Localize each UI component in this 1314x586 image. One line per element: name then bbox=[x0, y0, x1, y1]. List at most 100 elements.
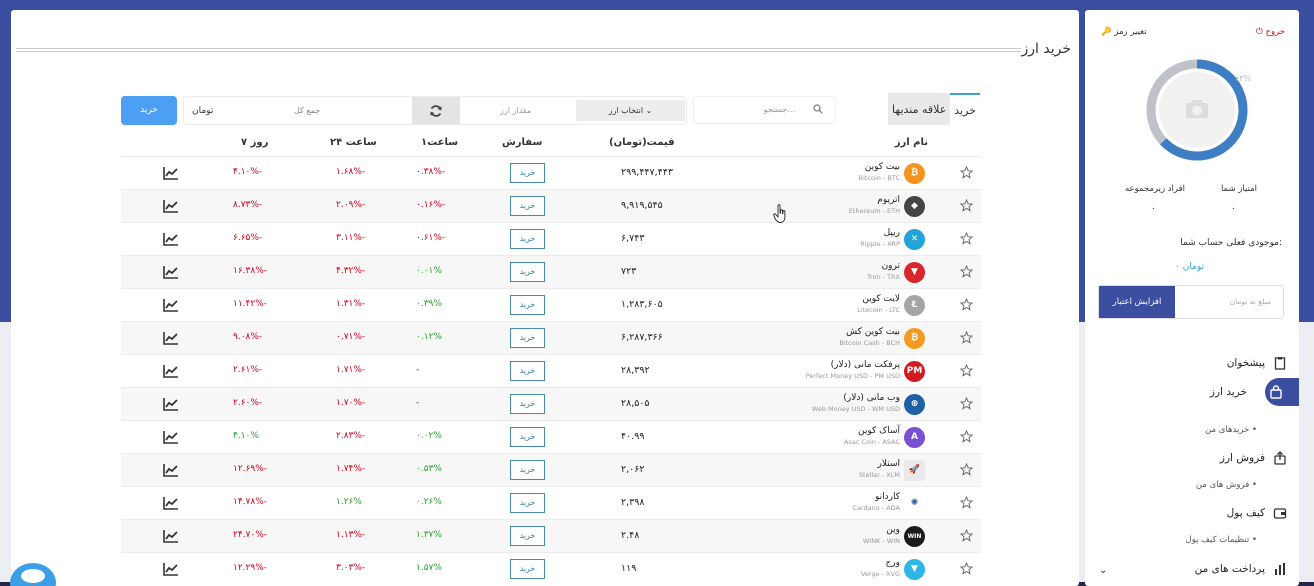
logout-link[interactable]: ⏻ خروج bbox=[1256, 27, 1285, 37]
star-icon[interactable] bbox=[959, 396, 974, 410]
star-icon[interactable] bbox=[959, 363, 974, 377]
header-7d: ۷ روز bbox=[241, 137, 269, 148]
sidebar-item-buy[interactable]: خرید ارز bbox=[1210, 385, 1283, 399]
coin-name-en: Verge - XVG bbox=[860, 570, 900, 578]
coin-logo-icon: ₿ bbox=[904, 328, 925, 349]
coin-price: ۲,۰۶۲ bbox=[621, 464, 645, 475]
coin-name-fa: وب مانی (دلار) bbox=[843, 393, 900, 403]
balance-value: ۰ تومان bbox=[1175, 262, 1205, 272]
profile-percent: ۶۳% bbox=[1235, 74, 1252, 83]
star-icon[interactable] bbox=[959, 165, 974, 179]
table-row: A آساک کوین Asac Coin - ASAC ۴۰.۹۹ خرید ۰.۰۲%… bbox=[121, 420, 981, 453]
row-buy-button[interactable]: خرید bbox=[510, 262, 545, 282]
trend-chart-icon[interactable] bbox=[163, 529, 179, 543]
change-1h: - bbox=[416, 365, 420, 375]
mouse-cursor-icon bbox=[773, 204, 786, 223]
star-icon[interactable] bbox=[959, 462, 974, 476]
trend-chart-icon[interactable] bbox=[163, 496, 179, 510]
trend-chart-icon[interactable] bbox=[163, 199, 179, 213]
search-input[interactable]: جستجو... bbox=[763, 105, 795, 114]
star-icon[interactable] bbox=[959, 528, 974, 542]
trend-chart-icon[interactable] bbox=[163, 166, 179, 180]
sidebar-item-payments[interactable]: پرداخت های من bbox=[1195, 562, 1287, 576]
chat-widget-button[interactable] bbox=[10, 563, 56, 586]
star-icon[interactable] bbox=[959, 495, 974, 509]
trend-chart-icon[interactable] bbox=[163, 265, 179, 279]
trend-chart-icon[interactable] bbox=[163, 331, 179, 345]
sidebar-subitem-my-purchases[interactable]: خریدهای من • bbox=[1205, 425, 1257, 435]
star-icon[interactable] bbox=[959, 297, 974, 311]
star-icon[interactable] bbox=[959, 561, 974, 575]
change-7d: ۶.۶۵%- bbox=[233, 233, 263, 243]
refresh-button[interactable] bbox=[412, 97, 460, 124]
row-buy-button[interactable]: خرید bbox=[510, 427, 545, 447]
star-icon[interactable] bbox=[959, 231, 974, 245]
trend-chart-icon[interactable] bbox=[163, 397, 179, 411]
sidebar-subitem-wallet-settings[interactable]: تنظیمات کیف پول • bbox=[1185, 535, 1257, 545]
row-buy-button[interactable]: خرید bbox=[510, 163, 545, 183]
search-box[interactable]: جستجو... bbox=[693, 96, 836, 124]
change-24h: ۰.۷۱%- bbox=[336, 332, 366, 342]
coin-logo-icon: ▼ bbox=[904, 262, 925, 283]
coin-logo-icon: ✺ bbox=[904, 493, 925, 514]
coin-name-en: Ethereum - ETH bbox=[848, 207, 900, 215]
header-order: سفارش bbox=[502, 137, 543, 148]
trend-chart-icon[interactable] bbox=[163, 232, 179, 246]
chevron-down-icon[interactable]: ⌄ bbox=[1099, 565, 1108, 576]
coin-name-fa: وین bbox=[886, 525, 900, 535]
sidebar-item-wallet[interactable]: کیف پول bbox=[1227, 506, 1287, 520]
sidebar-item-label: فروش ارز bbox=[1219, 452, 1265, 464]
credit-amount-input[interactable]: مبلغ به تومان bbox=[1229, 297, 1271, 306]
trend-chart-icon[interactable] bbox=[163, 298, 179, 312]
star-icon[interactable] bbox=[959, 198, 974, 212]
table-row: ₿ بیت کوین کش Bitcoin Cash - BCH ۶,۲۸۷,۳۶۶ خ… bbox=[121, 321, 981, 354]
row-buy-button[interactable]: خرید bbox=[510, 361, 545, 381]
increase-credit-button[interactable]: افزایش اعتبار bbox=[1099, 286, 1175, 318]
row-buy-button[interactable]: خرید bbox=[510, 295, 545, 315]
row-buy-button[interactable]: خرید bbox=[510, 526, 545, 546]
tab-favorites[interactable]: علاقه مندیها bbox=[888, 93, 951, 125]
coin-name: آساک کوین Asac Coin - ASAC bbox=[844, 426, 900, 447]
sidebar-item-label: پیشخوان bbox=[1226, 357, 1265, 369]
sidebar-item-dashboard[interactable]: پیشخوان bbox=[1227, 356, 1287, 370]
coin-name-fa: پرفکت مانی (دلار) bbox=[830, 360, 900, 370]
trend-chart-icon[interactable] bbox=[163, 364, 179, 378]
tab-buy[interactable]: خرید bbox=[950, 93, 980, 125]
trend-chart-icon[interactable] bbox=[163, 562, 179, 576]
coin-name-fa: ترون bbox=[881, 261, 900, 271]
row-buy-button[interactable]: خرید bbox=[510, 328, 545, 348]
sidebar-item-label: خریدهای من bbox=[1205, 425, 1250, 435]
sidebar-item-label: خرید ارز bbox=[1209, 386, 1247, 398]
trend-chart-icon[interactable] bbox=[163, 463, 179, 477]
amount-field[interactable]: مقدار ارز bbox=[500, 106, 532, 115]
change-24h: ۳.۱۱%- bbox=[336, 233, 366, 243]
currency-unit-label: تومان bbox=[192, 106, 214, 116]
change-1h: ۰.۵۳% bbox=[416, 464, 442, 474]
row-buy-button[interactable]: خرید bbox=[510, 196, 545, 216]
change-password-link[interactable]: 🔑 تغییر رمز bbox=[1101, 27, 1147, 37]
row-buy-button[interactable]: خرید bbox=[510, 493, 545, 513]
row-buy-button[interactable]: خرید bbox=[510, 394, 545, 414]
star-icon[interactable] bbox=[959, 264, 974, 278]
coin-logo-icon: ⊕ bbox=[904, 394, 925, 415]
title-divider bbox=[16, 48, 1021, 49]
change-7d: ۸.۷۳%- bbox=[233, 200, 263, 210]
row-buy-button[interactable]: خرید bbox=[510, 229, 545, 249]
change-24h: ۱.۷۱%- bbox=[336, 365, 366, 375]
star-icon[interactable] bbox=[959, 429, 974, 443]
buy-submit-button[interactable]: خرید bbox=[121, 96, 177, 125]
row-buy-button[interactable]: خرید bbox=[510, 460, 545, 480]
star-icon[interactable] bbox=[959, 330, 974, 344]
refresh-icon bbox=[430, 104, 442, 117]
coin-name: لایت کوین Litecoin - LTC bbox=[857, 294, 900, 315]
chat-bubble-icon bbox=[21, 569, 45, 583]
sidebar-item-sell[interactable]: فروش ارز bbox=[1220, 451, 1287, 465]
row-buy-button[interactable]: خرید bbox=[510, 559, 545, 579]
trend-chart-icon[interactable] bbox=[163, 430, 179, 444]
currency-select[interactable]: انتخاب ارز ⌄ bbox=[576, 100, 685, 121]
header-24h: ۲۴ ساعت bbox=[330, 137, 377, 148]
total-field[interactable]: جمع کل bbox=[294, 106, 321, 115]
coin-price: ۲,۳۹۸ bbox=[621, 497, 645, 508]
sidebar-subitem-my-sales[interactable]: فروش های من • bbox=[1195, 480, 1257, 490]
coin-name-en: Web Money USD - WM USD bbox=[811, 405, 900, 413]
